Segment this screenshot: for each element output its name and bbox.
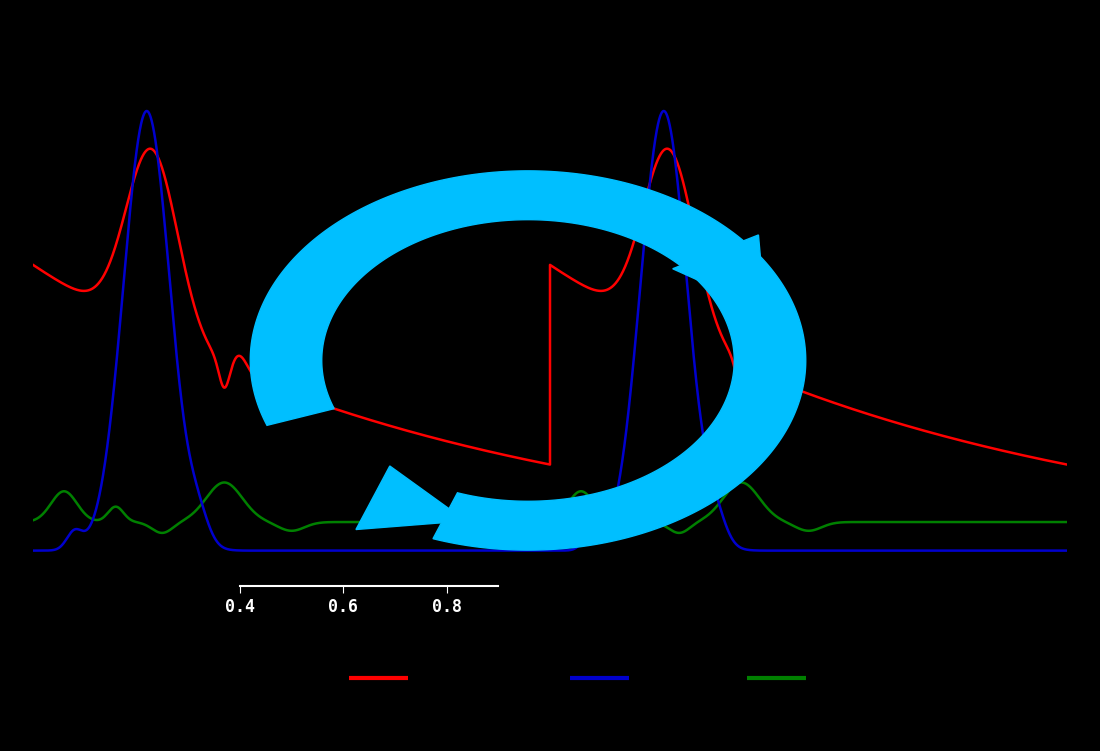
Text: KEY:: KEY: <box>217 668 267 688</box>
Text: = AORTA: = AORTA <box>422 669 499 687</box>
Text: = LEFT
VENTRICLE: = LEFT VENTRICLE <box>637 659 735 698</box>
Polygon shape <box>251 171 805 550</box>
Polygon shape <box>673 235 766 310</box>
Text: = LEFT
ATRIUM: = LEFT ATRIUM <box>814 659 879 698</box>
Polygon shape <box>356 466 466 529</box>
